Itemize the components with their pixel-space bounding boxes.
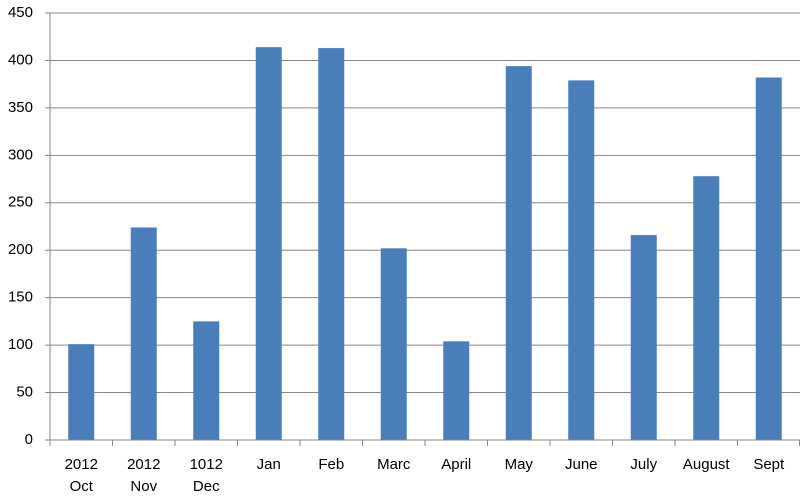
x-tick-label: 1012 Dec [190, 456, 223, 495]
bar [630, 235, 657, 440]
x-tick-label: April [441, 456, 471, 473]
x-tick-label: Feb [318, 456, 344, 473]
x-tick-label: 2012 Nov [127, 456, 160, 495]
bar [130, 227, 157, 440]
bar [318, 48, 345, 441]
bar [568, 80, 595, 441]
bar [505, 66, 532, 440]
y-tick-label: 50 [16, 384, 33, 401]
y-tick-label: 0 [25, 431, 33, 448]
x-tick-label: Jan [257, 456, 281, 473]
x-tick-label: August [683, 456, 731, 473]
y-tick-label: 150 [8, 289, 33, 306]
x-tick-label: Sept [753, 456, 785, 473]
x-tick-label: July [630, 456, 657, 473]
bar [255, 47, 282, 440]
bar [443, 341, 470, 440]
y-tick-label: 300 [8, 146, 33, 163]
y-tick-label: 350 [8, 99, 33, 116]
x-tick-label: June [565, 456, 598, 473]
x-tick-label: Marc [377, 456, 411, 473]
bar [193, 321, 220, 440]
bar [693, 176, 720, 440]
y-tick-label: 450 [8, 4, 33, 21]
bar [380, 248, 407, 440]
bar [755, 77, 782, 440]
y-tick-label: 250 [8, 194, 33, 211]
y-tick-label: 400 [8, 51, 33, 68]
x-tick-label: May [505, 456, 534, 473]
y-tick-label: 200 [8, 241, 33, 258]
y-tick-label: 100 [8, 336, 33, 353]
x-tick-label: 2012 Oct [65, 456, 98, 495]
bar [68, 344, 95, 440]
